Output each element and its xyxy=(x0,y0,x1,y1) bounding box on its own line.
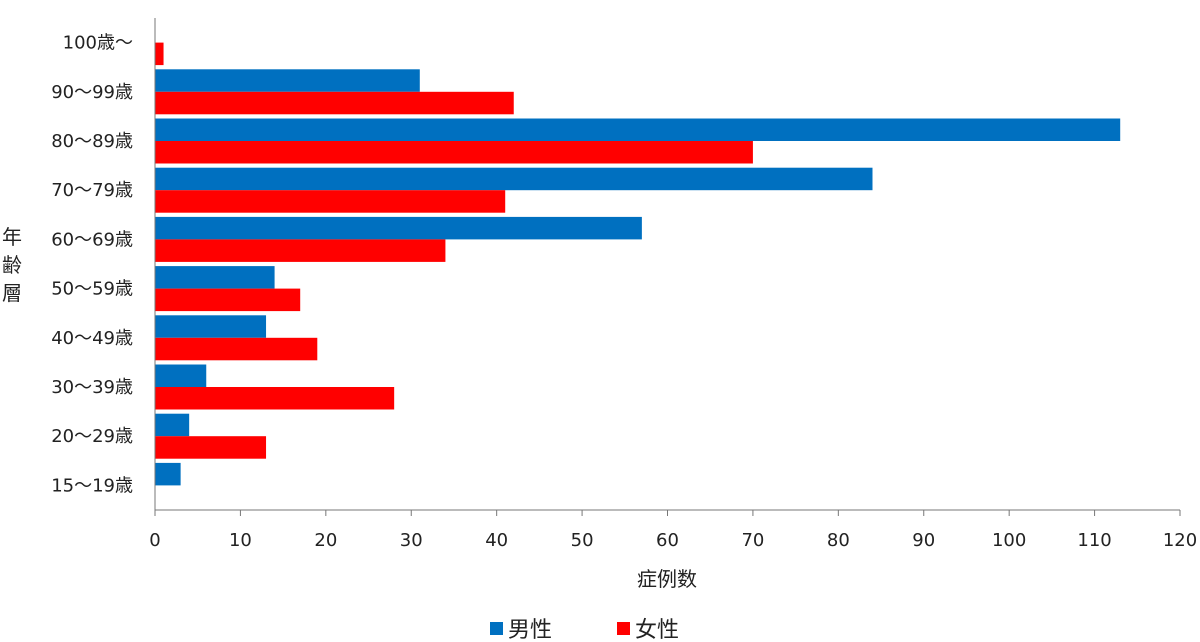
bar-male-4 xyxy=(155,216,642,240)
x-tick-label-10: 100 xyxy=(992,530,1026,551)
legend-label-female: 女性 xyxy=(635,618,679,642)
x-tick-label-5: 50 xyxy=(571,530,594,551)
x-tick-label-0: 0 xyxy=(149,530,160,551)
y-axis-title: 年齢層 xyxy=(2,225,22,305)
bar-female-3 xyxy=(155,190,506,213)
y-axis-title-char-0: 年 xyxy=(2,225,22,249)
y-axis-title-char-1: 齢 xyxy=(2,253,22,277)
bar-male-5 xyxy=(155,266,275,289)
legend-swatch-male xyxy=(490,622,503,635)
category-label-4: 60～69歳 xyxy=(51,229,133,250)
y-axis-title-char-2: 層 xyxy=(2,281,22,305)
category-label-7: 30～39歳 xyxy=(51,377,133,398)
x-tick-label-9: 90 xyxy=(912,530,935,551)
x-tick-label-6: 60 xyxy=(656,530,679,551)
bar-male-3 xyxy=(155,167,873,191)
bar-male-6 xyxy=(155,315,267,338)
x-tick-label-1: 10 xyxy=(229,530,252,551)
category-label-9: 15～19歳 xyxy=(51,475,133,496)
bar-female-1 xyxy=(155,91,514,115)
category-label-0: 100歳～ xyxy=(63,33,133,54)
bar-male-8 xyxy=(155,413,190,437)
category-label-1: 90～99歳 xyxy=(51,82,133,103)
x-tick-label-2: 20 xyxy=(314,530,337,551)
bar-female-5 xyxy=(155,288,301,312)
category-label-2: 80～89歳 xyxy=(51,131,133,152)
category-label-8: 20～29歳 xyxy=(51,426,133,447)
x-tick-label-7: 70 xyxy=(741,530,764,551)
bars-layer xyxy=(155,42,1121,486)
legend-label-male: 男性 xyxy=(508,618,552,642)
x-tick-label-4: 40 xyxy=(485,530,508,551)
ticks-layer: 0 10 20 30 40 50 60 70 80 90 100 110 120 xyxy=(149,510,1197,551)
bar-male-1 xyxy=(155,69,420,92)
legend: 男性 女性 xyxy=(490,618,679,642)
x-tick-label-11: 110 xyxy=(1077,530,1111,551)
bar-female-8 xyxy=(155,436,267,459)
category-label-3: 70～79歳 xyxy=(51,180,133,201)
bar-female-2 xyxy=(155,141,753,164)
category-labels: 100歳～ 90～99歳 80～89歳 70～79歳 60～69歳 50～59歳 40～49… xyxy=(51,33,133,497)
bar-female-4 xyxy=(155,239,446,262)
category-label-5: 50～59歳 xyxy=(51,279,133,300)
legend-swatch-female xyxy=(617,622,630,635)
category-label-6: 40～49歳 xyxy=(51,328,133,349)
x-tick-label-3: 30 xyxy=(400,530,423,551)
x-axis-title: 症例数 xyxy=(637,567,697,591)
x-tick-label-8: 80 xyxy=(827,530,850,551)
bar-female-7 xyxy=(155,387,395,410)
bar-female-0 xyxy=(155,42,164,66)
bar-male-9 xyxy=(155,462,181,486)
x-tick-label-12: 120 xyxy=(1163,530,1197,551)
bar-male-7 xyxy=(155,364,207,387)
bar-female-6 xyxy=(155,337,318,361)
bar-male-2 xyxy=(155,118,1121,141)
